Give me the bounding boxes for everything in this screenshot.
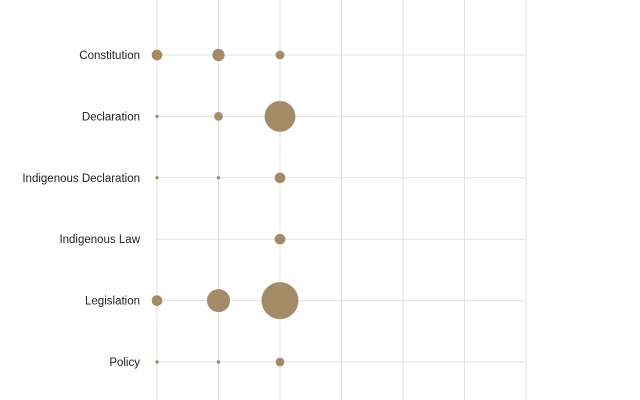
row-label: Indigenous Law xyxy=(59,234,140,246)
row-label: Constitution xyxy=(79,50,140,62)
bubble-point xyxy=(214,112,223,121)
bubble-point xyxy=(212,48,225,62)
bubble-point xyxy=(216,360,221,364)
bubble-point xyxy=(274,172,286,184)
row-label: Legislation xyxy=(85,296,140,308)
bubble-point xyxy=(274,233,286,245)
bubble-layer xyxy=(151,48,299,367)
grid-layer xyxy=(156,0,527,400)
row-label: Policy xyxy=(109,357,140,369)
bubble-point xyxy=(216,176,221,180)
row-label: Indigenous Declaration xyxy=(22,173,140,185)
bubble-point xyxy=(275,357,285,367)
bubble-point xyxy=(155,176,159,180)
bubble-point xyxy=(275,50,285,60)
bubble-point xyxy=(151,49,163,61)
bubble-point xyxy=(155,114,159,119)
bubble-point xyxy=(155,360,159,364)
bubble-point xyxy=(151,295,163,306)
row-labels: Constitution Declaration Indigenous Declar… xyxy=(22,50,140,369)
bubble-point xyxy=(261,282,299,320)
bubble-point xyxy=(206,289,231,313)
bubble-point xyxy=(264,100,296,132)
row-label: Declaration xyxy=(82,111,140,123)
